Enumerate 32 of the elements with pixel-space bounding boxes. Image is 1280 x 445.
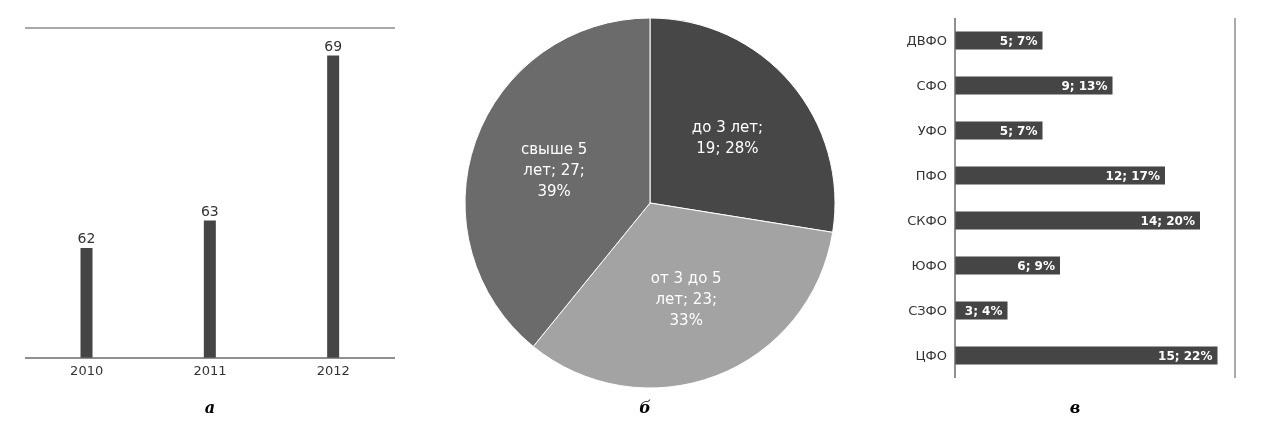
data-label: 14; 20% [1140,213,1195,228]
bar [955,76,1113,95]
bar [955,346,1218,365]
y-tick-label: ЦФО [915,348,947,364]
text: а [203,398,217,417]
data-label: от 3 до 5 лет; 23; 33% [650,268,722,329]
y-tick-label: УФО [917,123,947,139]
data-label: 6; 9% [1017,258,1055,273]
data-label: до 3 лет; 19; 28% [691,117,764,157]
bar [955,211,1200,230]
data-label: 63 [200,202,219,219]
data-label: 9; 13% [1061,78,1108,93]
data-label: 62 [77,230,96,246]
data-label: 5; 7% [999,33,1038,48]
y-tick-label: СЗФО [908,303,947,319]
text: в [1068,398,1082,417]
y-tick-label: ДВФО [906,33,947,49]
y-tick-label: СКФО [907,213,947,229]
data-label: 5; 7% [999,123,1038,138]
data-label: 12; 17% [1105,168,1160,183]
data-label: 69 [324,37,343,54]
data-label: свыше 5 лет; 27; 39% [521,139,588,200]
x-tick-label: 2010 [70,363,104,379]
data-label: 15; 22% [1158,348,1213,363]
y-tick-label: СФО [916,78,947,94]
text: б [638,398,652,417]
x-tick-label: 2011 [193,363,227,379]
y-tick-label: ЮФО [911,258,947,274]
data-label: 3; 4% [964,303,1003,318]
bar [955,166,1165,185]
x-tick-label: 2012 [316,363,350,379]
y-tick-label: ПФО [915,168,947,184]
